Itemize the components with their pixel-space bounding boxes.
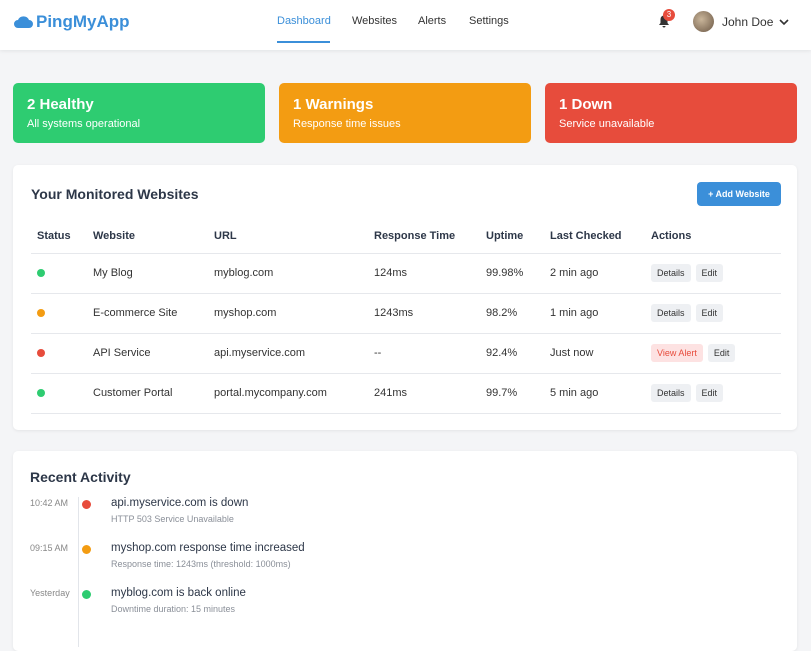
user-name[interactable]: John Doe — [722, 15, 774, 29]
status-dot — [37, 349, 45, 357]
cell-website: E-commerce Site — [93, 307, 178, 319]
activity-time: 10:42 AM — [30, 498, 69, 508]
cell-uptime: 98.2% — [486, 307, 518, 319]
activity-panel: Recent Activity 10:42 AM api.myservice.co… — [13, 451, 797, 651]
row-divider — [31, 333, 781, 334]
cell-uptime: 99.7% — [486, 387, 518, 399]
action-button[interactable]: Edit — [695, 384, 724, 402]
row-divider — [31, 413, 781, 414]
column-header: URL — [214, 230, 237, 242]
activity-detail: HTTP 503 Service Unavailable — [111, 514, 234, 524]
cell-last-checked: 2 min ago — [550, 267, 599, 279]
column-header: Actions — [651, 230, 692, 242]
status-dot — [37, 309, 45, 317]
action-button[interactable]: Details — [651, 384, 691, 402]
cell-website: API Service — [93, 347, 151, 359]
row-divider — [31, 253, 781, 254]
summary-subtitle: Service unavailable — [559, 118, 655, 130]
summary-subtitle: Response time issues — [293, 118, 401, 130]
actions-cell: Details Edit — [645, 384, 728, 402]
summary-subtitle: All systems operational — [27, 118, 141, 130]
actions-cell: Details Edit — [645, 264, 728, 282]
activity-time: 09:15 AM — [30, 543, 69, 553]
actions-cell: Details Edit — [645, 304, 728, 322]
cell-uptime: 92.4% — [486, 347, 518, 359]
cell-website: Customer Portal — [93, 387, 173, 399]
cell-url: myblog.com — [214, 267, 274, 279]
activity-detail: Downtime duration: 15 minutes — [111, 604, 236, 614]
cell-url: myshop.com — [214, 307, 277, 319]
action-button[interactable]: View Alert — [651, 344, 703, 362]
cell-response-time: 241ms — [374, 387, 408, 399]
activity-dot — [82, 500, 91, 509]
column-header: Status — [37, 230, 71, 242]
summary-card: 1 Warnings Response time issues — [279, 83, 531, 143]
cell-website: My Blog — [93, 267, 133, 279]
activity-detail: Response time: 1243ms (threshold: 1000ms… — [111, 559, 291, 569]
header: PingMyApp 3 John Doe Dashboard Websites Al… — [0, 0, 811, 50]
notification-badge: 3 — [663, 9, 675, 21]
cell-url: api.myservice.com — [214, 347, 306, 359]
activity-title: myblog.com is back online — [111, 587, 246, 599]
cell-last-checked: Just now — [550, 347, 594, 359]
activity-time: Yesterday — [30, 588, 70, 598]
activity-title: myshop.com response time increased — [111, 542, 305, 554]
nav-link[interactable]: Websites — [352, 15, 398, 27]
action-button[interactable]: Edit — [695, 264, 724, 282]
status-dot — [37, 389, 45, 397]
nav-link[interactable]: Alerts — [418, 15, 447, 27]
activity-dot — [82, 590, 91, 599]
cell-url: portal.mycompany.com — [214, 387, 327, 399]
summary-card: 1 Down Service unavailable — [545, 83, 797, 143]
timeline-line — [78, 497, 79, 647]
cell-response-time: 124ms — [374, 267, 408, 279]
action-button[interactable]: Edit — [695, 304, 724, 322]
activity-title: Recent Activity — [30, 469, 131, 485]
summary-title: 1 Warnings — [293, 96, 374, 113]
column-header: Uptime — [486, 230, 524, 242]
add-website-button[interactable]: + Add Website — [697, 182, 781, 206]
chevron[interactable] — [778, 17, 790, 27]
column-header: Response Time — [374, 230, 456, 242]
activity-dot — [82, 545, 91, 554]
websites-panel: Your Monitored Websites + Add Website St… — [13, 165, 797, 430]
column-header: Website — [93, 230, 135, 242]
nav-active-underline — [277, 41, 330, 43]
column-header: Last Checked — [550, 230, 622, 242]
cell-response-time: -- — [374, 347, 382, 359]
action-button[interactable]: Details — [651, 264, 691, 282]
panel-title: Your Monitored Websites — [31, 186, 199, 202]
logo[interactable]: PingMyApp — [36, 12, 130, 31]
status-dot — [37, 269, 45, 277]
cell-response-time: 1243ms — [374, 307, 414, 319]
action-button[interactable]: Edit — [707, 344, 736, 362]
summary-title: 2 Healthy — [27, 96, 94, 113]
actions-cell: View Alert Edit — [645, 344, 740, 362]
summary-title: 1 Down — [559, 96, 613, 113]
row-divider — [31, 293, 781, 294]
logo-icon — [14, 16, 33, 28]
summary-card: 2 Healthy All systems operational — [13, 83, 265, 143]
activity-title: api.myservice.com is down — [111, 497, 249, 509]
cell-last-checked: 5 min ago — [550, 387, 599, 399]
cell-uptime: 99.98% — [486, 267, 524, 279]
nav-link[interactable]: Dashboard — [277, 15, 331, 27]
row-divider — [31, 373, 781, 374]
cell-last-checked: 1 min ago — [550, 307, 599, 319]
action-button[interactable]: Details — [651, 304, 691, 322]
nav-link[interactable]: Settings — [469, 15, 509, 27]
avatar[interactable] — [693, 11, 714, 32]
